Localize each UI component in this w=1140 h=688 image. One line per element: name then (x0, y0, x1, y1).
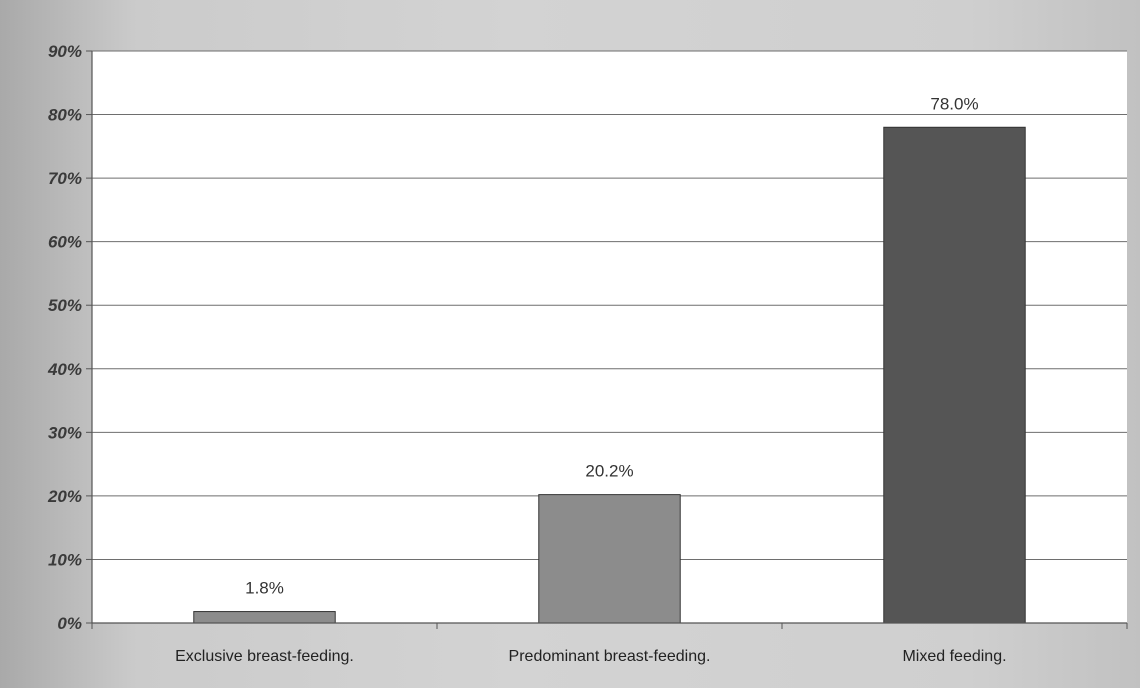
bar (538, 494, 681, 624)
y-tick-label: 0% (57, 614, 82, 633)
data-label: 20.2% (585, 462, 633, 481)
y-tick-label: 90% (48, 42, 82, 61)
y-tick-label: 50% (48, 296, 82, 315)
y-tick-label: 80% (48, 106, 82, 125)
y-tick-label: 70% (48, 169, 82, 188)
data-label: 1.8% (245, 579, 284, 598)
data-label: 78.0% (930, 94, 978, 113)
y-tick-label: 60% (48, 233, 82, 252)
x-category-label: Exclusive breast-feeding. (175, 648, 354, 665)
bars (193, 126, 1026, 624)
data-labels: 1.8% 20.2% 78.0% (245, 94, 978, 597)
bar (193, 611, 336, 624)
x-category-label: Predominant breast-feeding. (509, 648, 711, 665)
y-axis-ticks: 0% 10% 20% 30% 40% 50% 60% 70% 80% 90% (47, 42, 92, 633)
y-tick-label: 10% (48, 550, 82, 569)
y-tick-label: 20% (47, 487, 82, 506)
y-tick-label: 40% (47, 360, 82, 379)
y-tick-label: 30% (48, 423, 82, 442)
x-category-label: Mixed feeding. (902, 648, 1006, 665)
x-axis-labels: Exclusive breast-feeding. Predominant bre… (91, 623, 1128, 665)
bar (883, 126, 1026, 624)
